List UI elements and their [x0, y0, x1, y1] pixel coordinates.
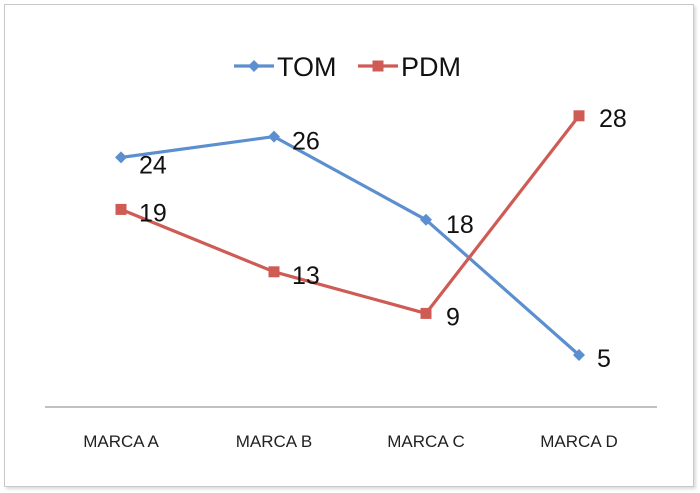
series-markers: [115, 110, 585, 361]
data-label-tom-marca-b: 26: [292, 128, 320, 156]
category-label-marca-b: MARCA B: [236, 432, 313, 451]
marker-tom-marca-d: [573, 349, 585, 361]
category-labels: MARCA A MARCA B MARCA C MARCA D: [83, 432, 618, 451]
marker-pdm-marca-b: [268, 266, 280, 278]
data-label-pdm-marca-b: 13: [292, 262, 320, 290]
legend-marker-tom: [248, 60, 260, 72]
data-label-pdm-marca-a: 19: [139, 199, 167, 227]
marker-pdm-marca-a: [115, 203, 127, 215]
data-label-tom-marca-c: 18: [446, 211, 474, 239]
data-labels: 24 26 18 5 19 13 9 28: [139, 105, 627, 373]
data-label-pdm-marca-c: 9: [446, 303, 460, 331]
marker-pdm-marca-c: [420, 307, 432, 319]
data-label-pdm-marca-d: 28: [599, 105, 627, 133]
legend: TOM PDM: [234, 52, 461, 82]
category-label-marca-d: MARCA D: [540, 432, 617, 451]
legend-label-tom: TOM: [277, 52, 337, 82]
category-label-marca-a: MARCA A: [83, 432, 159, 451]
legend-marker-pdm: [372, 60, 384, 72]
data-label-tom-marca-a: 24: [139, 151, 167, 179]
marker-tom-marca-c: [420, 213, 432, 226]
series-line-tom: [119, 135, 581, 357]
category-label-marca-c: MARCA C: [387, 432, 464, 451]
marker-tom-marca-b: [268, 130, 280, 143]
data-label-tom-marca-d: 5: [597, 345, 611, 373]
series-lines: [119, 114, 581, 357]
marker-pdm-marca-d: [573, 110, 585, 122]
series-line-pdm: [119, 114, 581, 315]
legend-label-pdm: PDM: [401, 52, 461, 82]
marker-tom-marca-a: [115, 151, 127, 164]
